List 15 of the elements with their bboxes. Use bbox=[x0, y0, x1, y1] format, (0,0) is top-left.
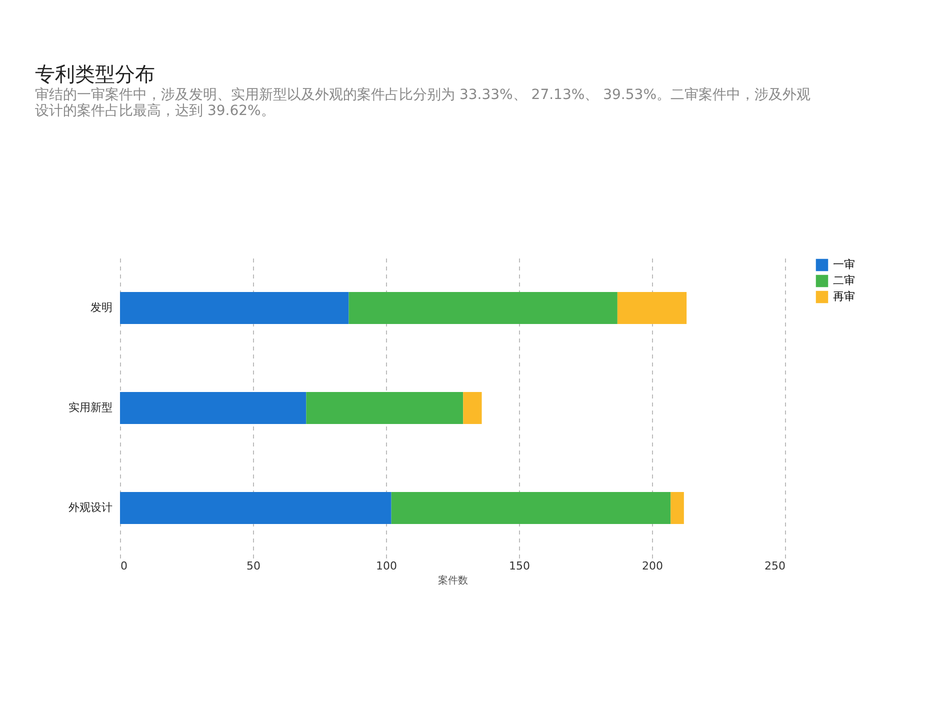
y-tick-label: 发明 bbox=[90, 301, 112, 314]
x-tick-label: 0 bbox=[120, 560, 128, 572]
x-tick-label: 200 bbox=[642, 560, 663, 572]
x-tick-label: 100 bbox=[376, 560, 397, 572]
x-tick-label: 50 bbox=[246, 560, 260, 572]
x-tick-label: 150 bbox=[509, 560, 530, 572]
y-tick-label: 外观设计 bbox=[68, 501, 112, 514]
x-axis-title: 案件数 bbox=[438, 574, 468, 586]
legend-label: 二审 bbox=[833, 274, 855, 287]
y-tick-label: 实用新型 bbox=[68, 401, 112, 414]
chart-subtitle: 审结的一审案件中，涉及发明、实用新型以及外观的案件占比分别为 33.33%、 27.13%、 39.53%。二审案件中，涉及外观设计的案件占比最高，达到 39.62%。 bbox=[35, 86, 810, 119]
legend-label: 一审 bbox=[833, 258, 855, 271]
legend-label: 再审 bbox=[833, 290, 855, 303]
x-tick-label: 250 bbox=[764, 560, 786, 572]
chart-title: 专利类型分布 bbox=[35, 62, 155, 86]
